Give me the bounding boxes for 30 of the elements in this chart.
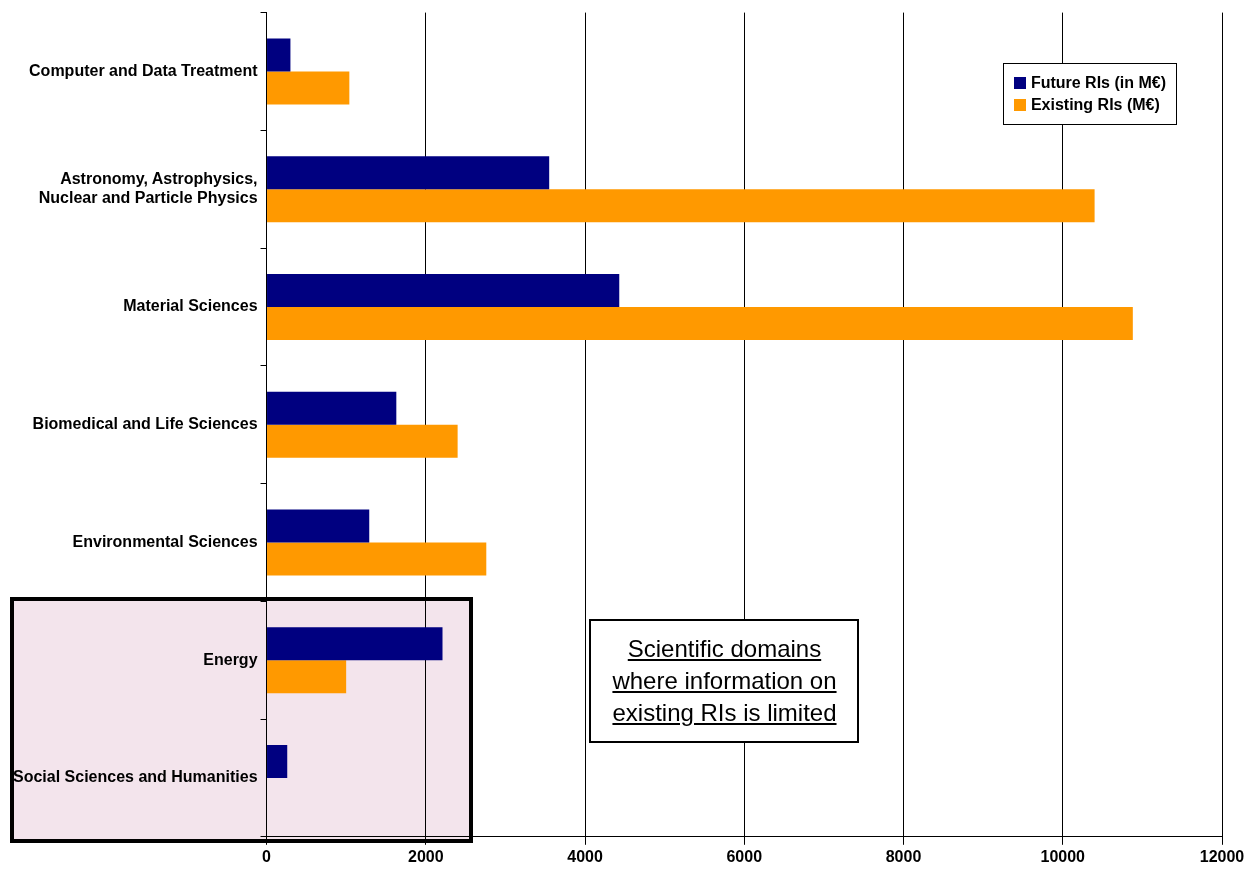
x-tick-label: 8000 [885, 847, 922, 865]
y-tick-label: Environmental Sciences [72, 532, 258, 550]
legend-label: Existing RIs (M€) [1029, 95, 1161, 114]
x-tick-label: 4000 [567, 847, 603, 865]
y-tick-label: Biomedical and Life Sciences [32, 415, 258, 433]
bar [267, 660, 347, 694]
x-tick-label: 0 [262, 847, 272, 865]
bar [267, 38, 291, 72]
y-tick-label: Material Sciences [123, 297, 258, 315]
bar [267, 273, 620, 307]
x-tick-label: 2000 [407, 847, 444, 865]
annotation: Scientific domains where information on existing RIs is limited [589, 618, 860, 743]
bar [267, 306, 1133, 340]
bar [267, 509, 370, 543]
bar [267, 391, 397, 425]
bar [267, 71, 350, 105]
x-tick-label: 10000 [1040, 847, 1086, 865]
y-tick-label: Social Sciences and Humanities [12, 768, 258, 786]
legend-label: Future RIs (in M€) [1029, 73, 1166, 92]
x-tick-label: 6000 [726, 847, 763, 865]
y-tick-label: Energy [203, 650, 258, 668]
x-tick-label: 12000 [1199, 847, 1245, 865]
bar [267, 542, 487, 576]
bar [267, 156, 550, 190]
y-tick-label: Astronomy, Astrophysics, Nuclear and Particle Physics [38, 170, 258, 207]
bar [267, 424, 458, 458]
y-tick-label: Computer and Data Treatment [29, 61, 259, 79]
bar [267, 627, 443, 661]
bar [267, 744, 288, 778]
bar [267, 189, 1095, 223]
